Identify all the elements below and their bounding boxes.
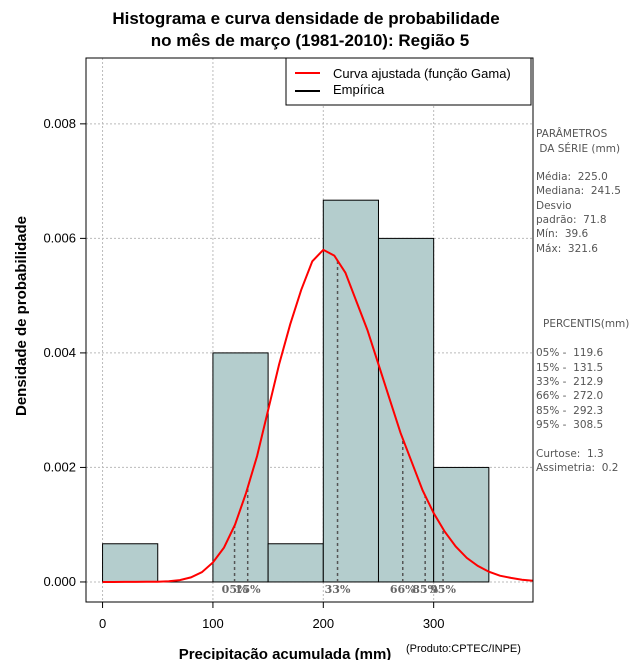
percentil-85: 85% - 292.3 <box>536 405 604 417</box>
percentile-label: 66% <box>390 583 416 596</box>
legend: Curva ajustada (função Gama) Empírica <box>285 57 532 106</box>
percentile-lines <box>233 260 444 582</box>
y-tick-label: 0.008 <box>43 116 76 131</box>
histogram-bar <box>433 466 490 583</box>
fitted-gamma-curve <box>102 248 534 583</box>
stat-min: Mín: 39.6 <box>536 228 589 240</box>
histogram-bar <box>377 237 435 583</box>
y-axis-label: Densidade de probabilidade <box>13 216 30 416</box>
y-tick-label: 0.002 <box>43 459 76 474</box>
stat-desvio-2: padrão: 71.8 <box>536 214 607 226</box>
chart-subtitle: no mês de março (1981-2010): Região 5 <box>151 31 469 50</box>
percentile-label: 15% <box>235 583 261 596</box>
x-tick-label: 0 <box>99 616 106 631</box>
x-axis: 0 100 200 300 <box>99 602 445 631</box>
stat-media: Média: 225.0 <box>536 171 608 183</box>
histogram-bar <box>322 199 379 583</box>
legend-empirical-label: Empírica <box>333 82 385 97</box>
credit-label: (Produto:CPTEC/INPE) <box>406 643 521 655</box>
legend-curve-label: Curva ajustada (função Gama) <box>333 66 511 81</box>
percentil-33: 33% - 212.9 <box>536 376 604 388</box>
percentile-label: 05% <box>222 583 248 596</box>
percentil-15: 15% - 131.5 <box>536 362 604 374</box>
chart-title: Histograma e curva densidade de probabil… <box>112 9 499 28</box>
percentis-title: PERCENTIS(mm) <box>543 318 630 330</box>
percentile-labels: 05%15% 33% 66%85%95% <box>222 583 457 596</box>
stat-mediana: Mediana: 241.5 <box>536 185 621 197</box>
stat-assimetria: Assimetria: 0.2 <box>536 462 619 474</box>
percentil-95: 95% - 308.5 <box>536 419 604 431</box>
y-tick-label: 0.004 <box>43 345 76 360</box>
stat-desvio-1: Desvio <box>536 200 572 212</box>
params-title-2: DA SÉRIE (mm) <box>536 143 621 155</box>
histogram-bars <box>102 199 490 583</box>
percentile-label: 33% <box>325 583 351 596</box>
percentil-66: 66% - 272.0 <box>536 390 604 402</box>
histogram-bar <box>212 352 269 583</box>
legend-box <box>285 57 532 106</box>
x-tick-label: 100 <box>202 616 224 631</box>
histogram-bar <box>102 543 159 583</box>
y-axis: 0.000 0.002 0.004 0.006 0.008 <box>43 116 86 589</box>
y-tick-label: 0.000 <box>43 574 76 589</box>
stat-max: Máx: 321.6 <box>536 243 598 255</box>
x-tick-label: 200 <box>312 616 334 631</box>
y-tick-label: 0.006 <box>43 230 76 245</box>
x-tick-label: 300 <box>423 616 445 631</box>
percentil-05: 05% - 119.6 <box>536 347 604 359</box>
histogram-bar <box>267 543 324 583</box>
stat-curtose: Curtose: 1.3 <box>536 448 604 460</box>
percentile-label: 95% <box>430 583 456 596</box>
x-axis-label: Precipitação acumulada (mm) <box>179 646 392 660</box>
percentile-label: 85% <box>412 583 438 596</box>
params-title-1: PARÂMETROS <box>536 128 608 140</box>
